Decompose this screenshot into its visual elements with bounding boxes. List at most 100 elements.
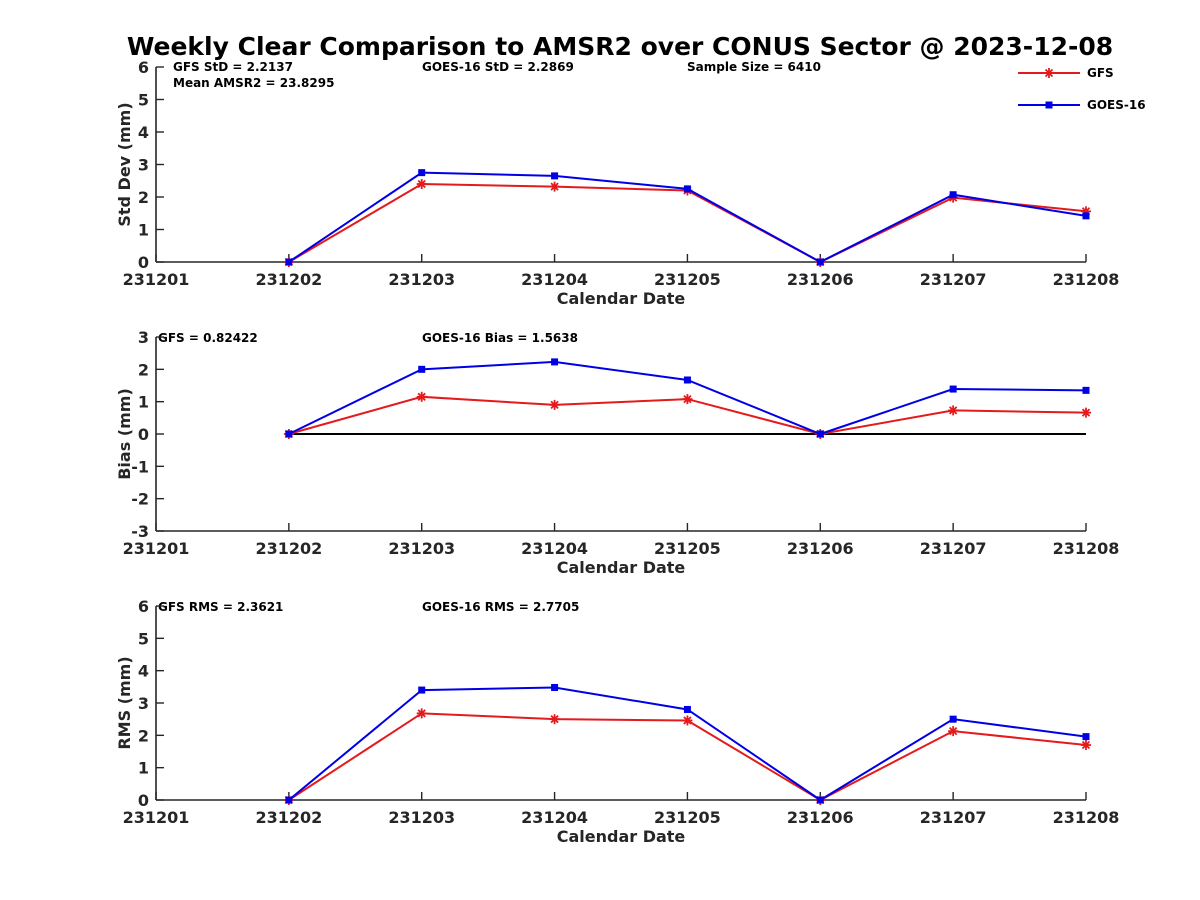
data-point-goes16 xyxy=(285,796,293,804)
y-tick-label: 5 xyxy=(138,91,149,110)
data-point-gfs xyxy=(416,708,427,719)
x-tick-label: 231208 xyxy=(1053,808,1120,827)
data-point-goes16 xyxy=(683,705,691,713)
data-point-goes16 xyxy=(551,172,559,180)
x-tick-label: 231206 xyxy=(787,539,854,558)
y-tick-label: -2 xyxy=(131,490,149,509)
legend-marker-goes16 xyxy=(1045,101,1053,109)
data-point-gfs xyxy=(549,399,560,410)
data-point-goes16 xyxy=(949,715,957,723)
x-tick-label: 231201 xyxy=(123,270,190,289)
data-point-goes16 xyxy=(551,683,559,691)
y-tick-label: 2 xyxy=(138,188,149,207)
std-dev-panel: GFS StD = 2.2137 Mean AMSR2 = 23.8295 GO… xyxy=(115,58,1119,308)
x-tick-label: 231207 xyxy=(920,539,987,558)
x-tick-label: 231205 xyxy=(654,270,721,289)
x-tick-label: 231204 xyxy=(521,270,588,289)
data-point-goes16 xyxy=(816,796,824,804)
y-tick-label: 2 xyxy=(138,726,149,745)
data-point-goes16 xyxy=(285,430,293,438)
data-point-gfs xyxy=(682,715,693,726)
legend-item-gfs: GFS xyxy=(1018,66,1114,80)
x-tick-label: 231202 xyxy=(255,808,322,827)
x-tick-label: 231203 xyxy=(388,539,455,558)
data-point-gfs xyxy=(416,391,427,402)
x-tick-label: 231208 xyxy=(1053,270,1120,289)
data-point-gfs xyxy=(549,181,560,192)
x-tick-label: 231208 xyxy=(1053,539,1120,558)
data-point-gfs xyxy=(948,405,959,416)
legend: GFS GOES-16 xyxy=(1018,66,1146,112)
data-point-goes16 xyxy=(285,258,293,266)
y-tick-label: 3 xyxy=(138,694,149,713)
data-point-goes16 xyxy=(418,169,426,177)
y-tick-label: 2 xyxy=(138,360,149,379)
legend-label-goes16: GOES-16 xyxy=(1087,98,1146,112)
y-tick-label: -3 xyxy=(131,522,149,541)
annotation-mean-amsr2: Mean AMSR2 = 23.8295 xyxy=(173,76,334,90)
legend-label-gfs: GFS xyxy=(1087,66,1114,80)
y-tick-label: 6 xyxy=(138,597,149,616)
data-point-goes16 xyxy=(949,191,957,199)
data-point-goes16 xyxy=(816,430,824,438)
x-tick-label: 231204 xyxy=(521,539,588,558)
y-tick-label: 4 xyxy=(138,123,149,142)
y-tick-label: 4 xyxy=(138,662,149,681)
y-tick-label: 0 xyxy=(138,253,149,272)
y-tick-label: 6 xyxy=(138,58,149,77)
y-tick-label: 0 xyxy=(138,425,149,444)
y-tick-label: 3 xyxy=(138,328,149,347)
legend-item-goes16: GOES-16 xyxy=(1018,98,1146,112)
data-point-gfs xyxy=(416,179,427,189)
data-point-gfs xyxy=(1081,407,1091,418)
y-tick-label: 0 xyxy=(138,791,149,810)
annotation-gfs-bias: GFS = 0.82422 xyxy=(158,331,258,345)
y-tick-label: 1 xyxy=(138,759,149,778)
annotation-gfs-rms: GFS RMS = 2.3621 xyxy=(158,600,283,614)
y-tick-label: 1 xyxy=(138,221,149,240)
legend-marker-gfs xyxy=(1044,68,1054,78)
y-tick-label: 1 xyxy=(138,393,149,412)
x-axis-label: Calendar Date xyxy=(557,558,686,577)
x-axis-label: Calendar Date xyxy=(557,827,686,846)
annotation-gfs-std: GFS StD = 2.2137 xyxy=(173,60,293,74)
data-point-goes16 xyxy=(816,258,824,266)
data-point-goes16 xyxy=(683,185,691,193)
x-tick-label: 231205 xyxy=(654,808,721,827)
data-point-goes16 xyxy=(1082,386,1090,394)
y-tick-label: 3 xyxy=(138,156,149,175)
chart-title: Weekly Clear Comparison to AMSR2 over CO… xyxy=(127,32,1113,61)
data-point-gfs xyxy=(1081,740,1091,751)
x-tick-label: 231203 xyxy=(388,808,455,827)
x-tick-label: 231206 xyxy=(787,270,854,289)
rms-panel: GFS RMS = 2.3621 GOES-16 RMS = 2.7705 23… xyxy=(115,597,1119,846)
x-tick-label: 231201 xyxy=(123,539,190,558)
x-tick-label: 231202 xyxy=(255,270,322,289)
data-point-goes16 xyxy=(418,365,426,373)
data-point-goes16 xyxy=(1082,212,1090,220)
x-tick-label: 231202 xyxy=(255,539,322,558)
x-tick-label: 231201 xyxy=(123,808,190,827)
data-point-goes16 xyxy=(949,385,957,393)
y-axis-label: Std Dev (mm) xyxy=(115,102,134,226)
data-point-gfs xyxy=(948,726,959,737)
x-tick-label: 231203 xyxy=(388,270,455,289)
x-axis-label: Calendar Date xyxy=(557,289,686,308)
y-axis-label: Bias (mm) xyxy=(115,388,134,480)
data-point-gfs xyxy=(682,394,693,405)
x-tick-label: 231207 xyxy=(920,808,987,827)
bias-panel: GFS = 0.82422 GOES-16 Bias = 1.5638 2312… xyxy=(115,328,1119,577)
annotation-goes16-rms: GOES-16 RMS = 2.7705 xyxy=(422,600,579,614)
annotation-sample-size: Sample Size = 6410 xyxy=(687,60,821,74)
x-tick-label: 231206 xyxy=(787,808,854,827)
data-point-gfs xyxy=(549,714,560,725)
annotation-goes16-bias: GOES-16 Bias = 1.5638 xyxy=(422,331,578,345)
data-point-goes16 xyxy=(551,358,559,366)
x-tick-label: 231207 xyxy=(920,270,987,289)
y-tick-label: -1 xyxy=(131,457,149,476)
y-tick-label: 5 xyxy=(138,629,149,648)
data-point-goes16 xyxy=(1082,733,1090,741)
x-tick-label: 231205 xyxy=(654,539,721,558)
